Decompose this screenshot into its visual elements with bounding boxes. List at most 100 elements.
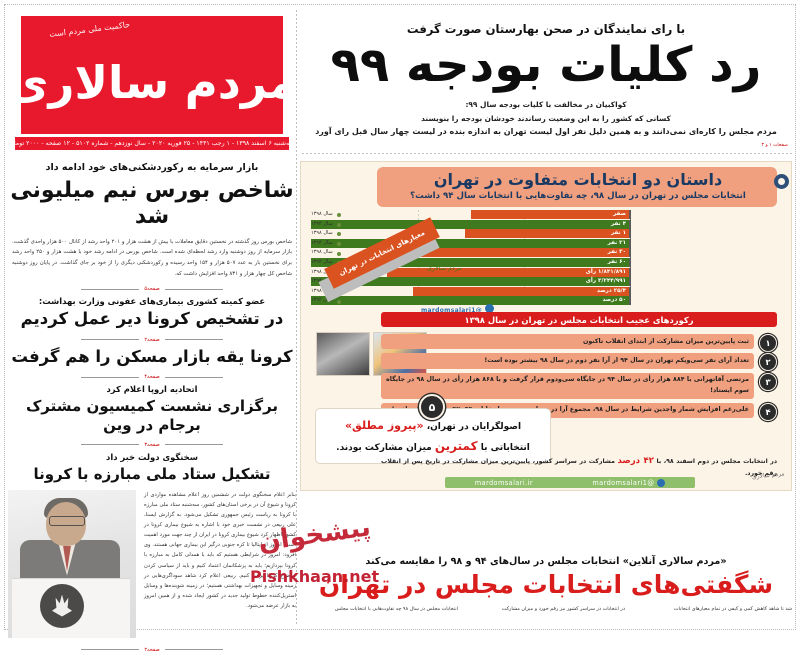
- story-page-ref-1[interactable]: صفحه۲: [144, 336, 160, 343]
- top-story-page-ref[interactable]: صفحات ۱ و ۳: [761, 143, 788, 149]
- brand-logo-icon: [774, 174, 789, 190]
- records-list: ۱ ثبت پایین‌ترین میزان مشارکت از ابتدای …: [381, 334, 777, 422]
- chart-row: تعداد نامزدهای با بالاتر از ۵۰۰ هزار رأی…: [311, 248, 777, 258]
- record5-highlight-2: کمترین: [434, 438, 478, 453]
- story-page-ref-3[interactable]: صفحه۳: [144, 441, 160, 448]
- social-handle[interactable]: @mardomsalari1: [421, 304, 495, 315]
- bottom-story-kicker: «مردم سالاری آنلاین» انتخابات مجلس در سا…: [365, 556, 727, 567]
- chart-bar-value: صفر: [613, 211, 626, 218]
- chart-bar-1398: ۲۵/۴ درصد: [413, 286, 631, 296]
- newspaper-front-page: حاکمیت ملی مردم است مردم سالاری سه‌شنبه …: [0, 0, 800, 634]
- infographic-title: داستان دو انتخابات متفاوت در تهران: [433, 170, 723, 190]
- divider-line-left: [81, 288, 140, 290]
- chart-bar-value: ۳۰ نفر: [607, 249, 626, 256]
- record-number: ۲: [759, 353, 777, 372]
- chart-bar-value: ۵۰ درصد: [602, 297, 626, 304]
- chart-bar-1394: ۳/۲۴۴/۹۹۱ رأی: [311, 277, 631, 287]
- divider-line-right: [164, 649, 223, 651]
- divider-line-right: [164, 288, 223, 290]
- lead-body: شاخص بورس روز گذشته در نخستین دقایق معام…: [12, 238, 293, 277]
- column-separator: [296, 10, 297, 624]
- record-number-5: ۵: [419, 394, 445, 421]
- photo-face: [46, 501, 86, 546]
- section-divider: صفحه۲: [8, 647, 296, 653]
- section-divider: صفحه۲: [8, 337, 296, 343]
- twitter-icon: [485, 304, 495, 314]
- masthead: حاکمیت ملی مردم است مردم سالاری: [7, 16, 298, 134]
- infographic-subtitle: انتخابات مجلس در تهران در سال ۹۸، چه تفا…: [410, 191, 746, 202]
- chart-bar-1398: صفر: [471, 210, 631, 220]
- chart-bar-value: ۱/۸۴۱/۸۹۱ رأی: [585, 268, 626, 275]
- footer-note-a: در انتخابات مجلس در دوم اسفند ۹۸، با: [654, 458, 778, 466]
- photo-tie: [63, 545, 71, 572]
- chart-row: ۵۰ درصد سال ۱۳۹۴: [311, 296, 777, 306]
- spokesman-photo: [8, 489, 136, 638]
- chart-year-label: سال ۱۳۹۴: [311, 239, 341, 247]
- infographic-footer-bar[interactable]: @mardomsalari1 mardomsalari.ir: [445, 477, 695, 489]
- divider-line-left: [81, 339, 140, 341]
- record-text: مرتضی آقاتهرانی با ۸۸۴ هزار رأی در سال ۹…: [381, 372, 754, 399]
- story-kicker-1: عضو کمیته کشوری بیماری‌های عفونی وزارت ب…: [38, 296, 266, 307]
- records-banner: رکوردهای عجیب انتخابات مجلس در تهران در …: [381, 312, 777, 328]
- section-divider: صفحه۳: [8, 442, 296, 448]
- chart-bar-value: ۲۱ نفر: [607, 239, 626, 246]
- story-page-ref-2[interactable]: صفحه۴: [144, 374, 160, 381]
- record-number: ۴: [759, 402, 777, 421]
- spokesman-photo-block: بنابر اعلام سخنگوی دولت در ششمین روز اعل…: [8, 489, 296, 640]
- website-url[interactable]: mardomsalari.ir: [474, 478, 533, 487]
- chart-bar-1394: ۵۰ درصد: [311, 296, 631, 306]
- brand-watermark: مردم سالاری: [427, 264, 462, 273]
- top-story-headline[interactable]: رد کلیات بودجه ۹۹: [330, 37, 763, 93]
- story-headline-3[interactable]: برگزاری نشست کمیسیون مشترک برجام در وین: [25, 397, 279, 435]
- divider-line-left: [81, 444, 140, 446]
- chart-bar-value: ۴ نفر: [611, 220, 626, 227]
- chart-row: ۴ نفر سال ۱۳۹۴: [311, 219, 777, 229]
- story-kicker-4: سخنگوی دولت خبر داد: [106, 451, 198, 462]
- iran-emblem-icon: [40, 583, 84, 628]
- chart-bar-1398: ۳۰ نفر: [401, 248, 631, 258]
- story-headline-1[interactable]: در تشخیص کرونا دیر عمل کردیم: [20, 309, 284, 329]
- lead-headline[interactable]: شاخص بورس نیم میلیونی شد: [10, 178, 294, 229]
- lead-page-ref[interactable]: صفحه۵: [144, 286, 160, 293]
- chart-bar-1394: ۲۱ نفر: [311, 238, 631, 248]
- right-column: با رای نمایندگان در صحن بهارستان صورت گر…: [300, 8, 792, 626]
- bottom-story: «مردم سالاری آنلاین» انتخابات مجلس در سا…: [300, 556, 792, 614]
- left-column: حاکمیت ملی مردم است مردم سالاری سه‌شنبه …: [7, 8, 298, 653]
- record-number: ۳: [759, 372, 777, 391]
- lead-kicker: بازار سرمایه به رکوردشکنی‌های خود ادامه …: [45, 162, 259, 173]
- top-sub-line-3: مردم مجلس را کاره‌ای نمی‌دانند و به همین…: [315, 127, 777, 137]
- record-text: ثبت پایین‌ترین میزان مشارکت از ابتدای ان…: [381, 334, 754, 350]
- record-item: ۱ ثبت پایین‌ترین میزان مشارکت از ابتدای …: [381, 334, 777, 353]
- record5-line-1: اصولگرایان در تهران، «پیروز مطلق»: [324, 417, 542, 436]
- divider-line-right: [164, 376, 223, 378]
- top-sub-line-2: کسانی که کشور را به این وضعیت رساندند خو…: [421, 113, 671, 123]
- top-sub-line-1: کواکبیان در مخالفت با کلیات بودجه سال ۹۹…: [465, 99, 627, 109]
- record-item: ۳ مرتضی آقاتهرانی با ۸۸۴ هزار رأی در سال…: [381, 372, 777, 399]
- record-item: ۲ تعداد آرای نفر سی‌ویکم تهران در سال ۹۴…: [381, 353, 777, 372]
- story-page-ref-5[interactable]: صفحه۲: [144, 646, 160, 653]
- glasses-icon: [49, 515, 85, 526]
- story-headline-2[interactable]: کرونا یقه بازار مسکن را هم گرفت: [11, 346, 293, 366]
- chart-year-label: سال ۱۳۹۸: [311, 230, 341, 237]
- chart-year-label: سال ۱۳۹۸: [311, 249, 341, 256]
- masthead-dateline: سه‌شنبه ۶ اسفند ۱۳۹۸ - ۱ رجب ۱۴۴۱ - ۲۵ ف…: [10, 137, 295, 150]
- top-story-kicker: با رای نمایندگان در صحن بهارستان صورت گر…: [406, 22, 686, 36]
- infographic-footer-note: در انتخابات مجلس در دوم اسفند ۹۸، با ۴۲ …: [381, 454, 777, 480]
- bottom-story-headline[interactable]: شگفتی‌های انتخابات مجلس در تهران: [318, 570, 774, 599]
- story-headline-4[interactable]: تشکیل ستاد ملی مبارزه با کرونا: [33, 464, 271, 483]
- footer-note-b: مشارکت در سراسر کشور، پایین‌ترین میزان م…: [381, 458, 777, 478]
- divider-line-right: [164, 339, 223, 341]
- voting-photo-2: [316, 332, 370, 377]
- masthead-slogan: حاکمیت ملی مردم است: [48, 20, 131, 39]
- divider-line-right: [164, 444, 223, 446]
- chart-bar-1398: ۱/۸۴۱/۸۹۱ رأی: [387, 267, 631, 277]
- infographic-header-band: [377, 167, 777, 208]
- chart-year-label: سال ۱۳۹۴: [311, 220, 341, 227]
- bottom-col-3: شد تا شاهد کاهش کمی و کیفی در تمام معیار…: [673, 606, 792, 612]
- section-divider: صفحه۵: [8, 286, 296, 292]
- record5-text-b: انتخاباتی با: [477, 442, 530, 453]
- twitter-handle-group[interactable]: @mardomsalari1: [592, 478, 666, 487]
- social-handle-text: @mardomsalari1: [421, 307, 483, 315]
- divider-line-left: [81, 376, 140, 378]
- bottom-col-2: در انتخابات در سراسر کشور نیز رقم خورد و…: [501, 606, 625, 612]
